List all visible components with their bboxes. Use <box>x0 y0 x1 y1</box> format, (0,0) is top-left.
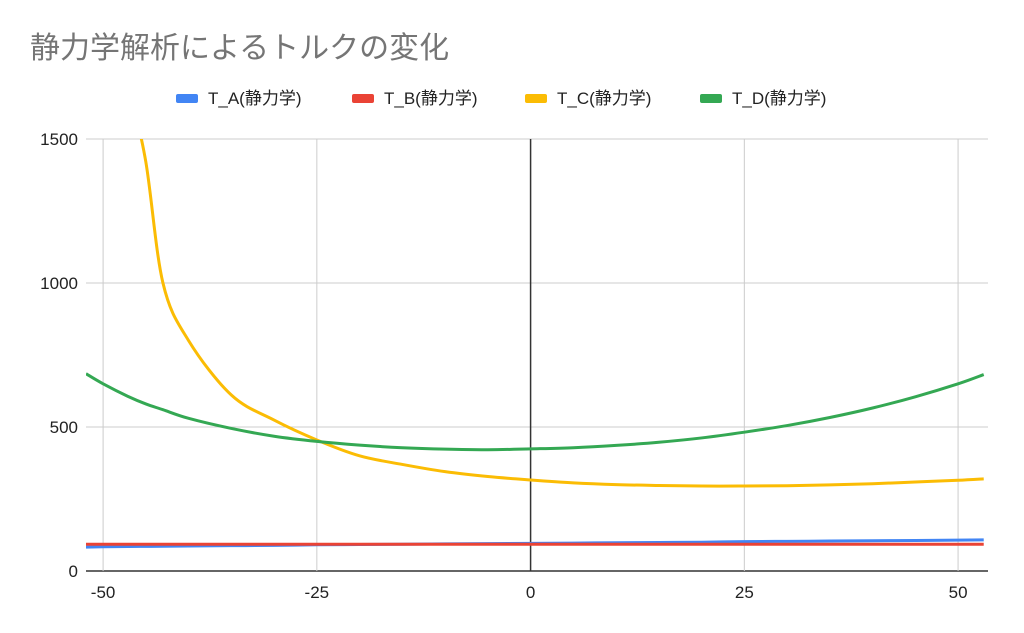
y-tick-label: 1000 <box>40 274 78 293</box>
grid <box>86 138 988 572</box>
legend-label: T_B(静力学) <box>384 89 478 108</box>
legend-swatch <box>700 94 722 103</box>
series-line-t-d <box>86 372 985 452</box>
x-tick-label: 50 <box>949 583 968 602</box>
legend-label: T_C(静力学) <box>557 89 651 108</box>
x-tick-label: -25 <box>305 583 330 602</box>
series-lines <box>86 139 985 549</box>
x-tick-label: 0 <box>526 583 535 602</box>
legend-swatch <box>352 94 374 103</box>
legend-swatch <box>525 94 547 103</box>
chart-title: 静力学解析によるトルクの変化 <box>30 32 449 65</box>
legend-label: T_A(静力学) <box>208 89 302 108</box>
series-line-t-c <box>139 139 984 488</box>
y-tick-label: 500 <box>50 418 78 437</box>
legend: T_A(静力学) T_B(静力学) T_C(静力学) T_D(静力学) <box>176 89 826 108</box>
y-tick-label: 1500 <box>40 130 78 149</box>
x-tick-label: 25 <box>735 583 754 602</box>
x-tick-label: -50 <box>91 583 116 602</box>
y-tick-label: 0 <box>69 562 78 581</box>
legend-swatch <box>176 94 198 103</box>
legend-label: T_D(静力学) <box>732 89 826 108</box>
tick-labels: 0 500 1000 1500 -50 -25 0 25 50 <box>40 130 967 602</box>
